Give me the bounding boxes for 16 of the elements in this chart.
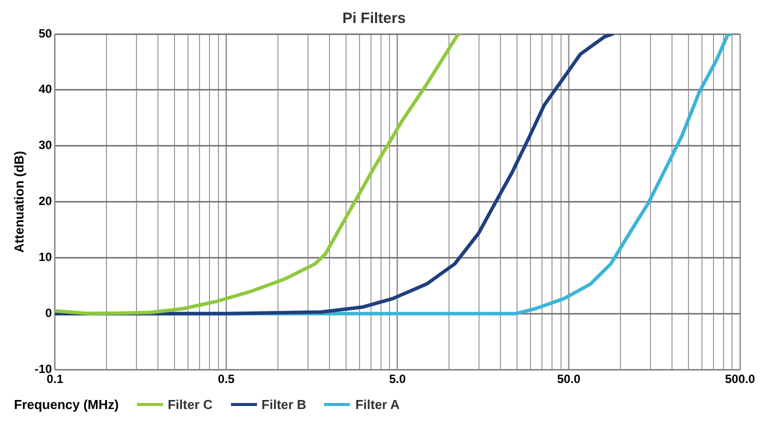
legend-label: Filter A bbox=[355, 396, 400, 412]
legend-label: Filter B bbox=[262, 396, 306, 412]
y-tick-label: 10 bbox=[38, 250, 52, 264]
x-axis-title: Frequency (MHz) bbox=[14, 396, 119, 412]
chart-title: Pi Filters bbox=[342, 10, 406, 28]
legend-label: Filter C bbox=[168, 396, 213, 412]
y-tick-label: 20 bbox=[38, 194, 52, 208]
x-tick-label: 5.0 bbox=[389, 372, 406, 386]
y-axis-title: Attenuation (dB) bbox=[11, 150, 26, 253]
y-tick-label: 50 bbox=[38, 26, 52, 40]
x-tick-label: 50.0 bbox=[557, 372, 581, 386]
y-tick-label: 40 bbox=[38, 82, 52, 96]
x-tick-label: 0.5 bbox=[218, 372, 235, 386]
x-tick-label: 500.0 bbox=[724, 372, 756, 386]
y-tick-label: 30 bbox=[38, 138, 52, 152]
y-tick-label: 0 bbox=[45, 306, 52, 320]
